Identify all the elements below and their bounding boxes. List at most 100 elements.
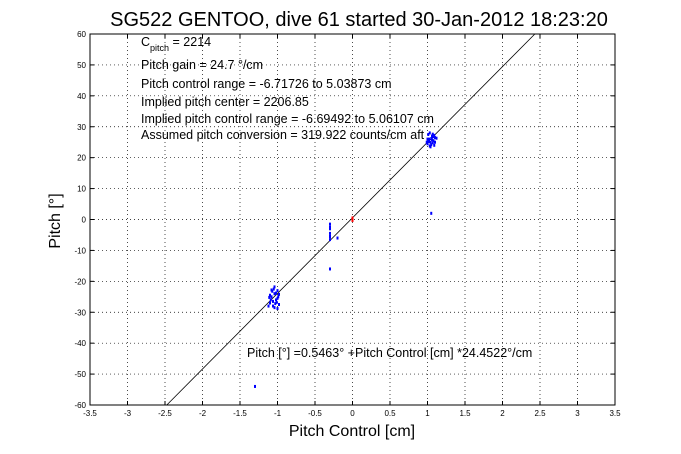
x-tick-label: -2.5	[158, 409, 172, 418]
data-point	[430, 211, 433, 215]
fit-line	[166, 33, 536, 406]
chart-title: SG522 GENTOO, dive 61 started 30-Jan-201…	[110, 9, 608, 31]
x-tick-label: 2.5	[534, 409, 546, 418]
data-point	[269, 298, 272, 302]
x-tick-label: -3.5	[83, 409, 97, 418]
data-point	[429, 140, 432, 144]
data-point	[275, 291, 277, 295]
y-tick-label: -20	[74, 277, 86, 286]
y-tick-label: -40	[74, 339, 86, 348]
data-point	[429, 145, 432, 149]
data-point	[267, 304, 270, 308]
data-point	[274, 302, 277, 306]
data-point	[432, 139, 435, 143]
data-point	[329, 222, 331, 226]
data-point	[329, 227, 331, 231]
x-tick-label: 1	[425, 409, 430, 418]
data-point	[427, 132, 430, 136]
data-point	[273, 285, 276, 289]
data-point	[329, 225, 331, 229]
data-point	[351, 216, 354, 220]
data-point	[351, 218, 354, 222]
data-point	[431, 141, 434, 145]
data-point	[272, 287, 275, 291]
annotation-control-range: Pitch control range = -6.71726 to 5.0387…	[141, 77, 392, 91]
y-tick-label: 50	[77, 61, 86, 70]
data-point	[336, 236, 339, 240]
annotation-conversion: Assumed pitch conversion = 319.922 count…	[141, 128, 425, 142]
c-pitch-subscript: pitch	[150, 43, 169, 53]
data-points	[254, 131, 438, 388]
y-tick-label: -50	[74, 370, 86, 379]
x-tick-label: -0.5	[308, 409, 322, 418]
x-tick-label: -1.5	[233, 409, 247, 418]
data-point	[428, 131, 431, 135]
y-tick-label: 10	[77, 185, 86, 194]
y-axis-ticks: 60 50 40 30 20 10 0 -10 -20 -30 -40 -50 -60	[74, 30, 615, 410]
annotation-implied-center: Implied pitch center = 2206.85	[141, 95, 309, 109]
data-point	[426, 142, 429, 146]
y-tick-label: 60	[77, 30, 86, 39]
data-point	[427, 138, 430, 142]
x-tick-label: -2	[199, 409, 207, 418]
data-point	[272, 304, 274, 308]
data-point	[271, 289, 274, 293]
y-axis-label: Pitch [°]	[47, 193, 64, 248]
data-point	[276, 307, 279, 311]
x-tick-label: 0.5	[384, 409, 396, 418]
data-point	[432, 135, 435, 139]
y-tick-label: -30	[74, 308, 86, 317]
data-point	[272, 299, 274, 303]
data-point	[273, 292, 276, 296]
data-point	[270, 295, 273, 299]
c-pitch-symbol: C	[141, 35, 150, 49]
y-tick-label: -10	[74, 246, 86, 255]
annotation-c-pitch: Cpitch = 2214	[141, 35, 211, 53]
data-point	[434, 140, 436, 144]
data-point	[431, 134, 433, 138]
y-tick-label: -60	[74, 401, 86, 410]
data-point	[329, 231, 331, 235]
data-point	[433, 143, 436, 147]
data-point	[276, 289, 279, 293]
annotation-gain: Pitch gain = 24.7 °/cm	[141, 58, 263, 72]
annotation-block: Cpitch = 2214 Pitch gain = 24.7 °/cm Pit…	[141, 35, 434, 142]
x-axis-ticks: -3.5 -3 -2.5 -2 -1.5 -1 -0.5 0 0.5 1 1.5 2 2.5 3 3.5	[83, 34, 621, 418]
y-tick-label: 30	[77, 123, 86, 132]
data-point	[329, 267, 331, 271]
x-tick-label: 2	[500, 409, 505, 418]
data-point	[278, 303, 280, 307]
x-tick-label: -1	[274, 409, 282, 418]
x-tick-label: 3	[575, 409, 580, 418]
data-point	[269, 301, 271, 305]
x-tick-label: 0	[350, 409, 355, 418]
annotation-implied-range: Implied pitch control range = -6.69492 t…	[141, 112, 434, 126]
data-point	[430, 143, 433, 147]
data-point	[268, 295, 271, 299]
data-point	[254, 384, 256, 388]
x-tick-label: 1.5	[459, 409, 471, 418]
data-point	[269, 293, 271, 297]
data-point	[431, 138, 433, 142]
y-tick-label: 40	[77, 92, 86, 101]
data-point	[329, 235, 331, 239]
data-point	[329, 238, 331, 242]
fit-line-layer	[166, 33, 536, 406]
data-point	[431, 132, 434, 136]
y-tick-label: 0	[82, 216, 87, 225]
fit-equation: Pitch [°] =0.5463° +Pitch Control [cm] *…	[247, 346, 532, 360]
c-pitch-value: = 2214	[169, 35, 211, 49]
data-point	[435, 136, 438, 140]
y-tick-label: 20	[77, 154, 86, 163]
data-point	[275, 300, 278, 304]
data-point	[277, 295, 280, 299]
x-tick-label: -3	[124, 409, 132, 418]
data-point	[273, 306, 276, 310]
data-point	[275, 298, 277, 302]
data-point	[425, 140, 428, 144]
x-axis-label: Pitch Control [cm]	[289, 423, 415, 440]
data-point	[278, 292, 280, 296]
x-tick-label: 3.5	[609, 409, 621, 418]
